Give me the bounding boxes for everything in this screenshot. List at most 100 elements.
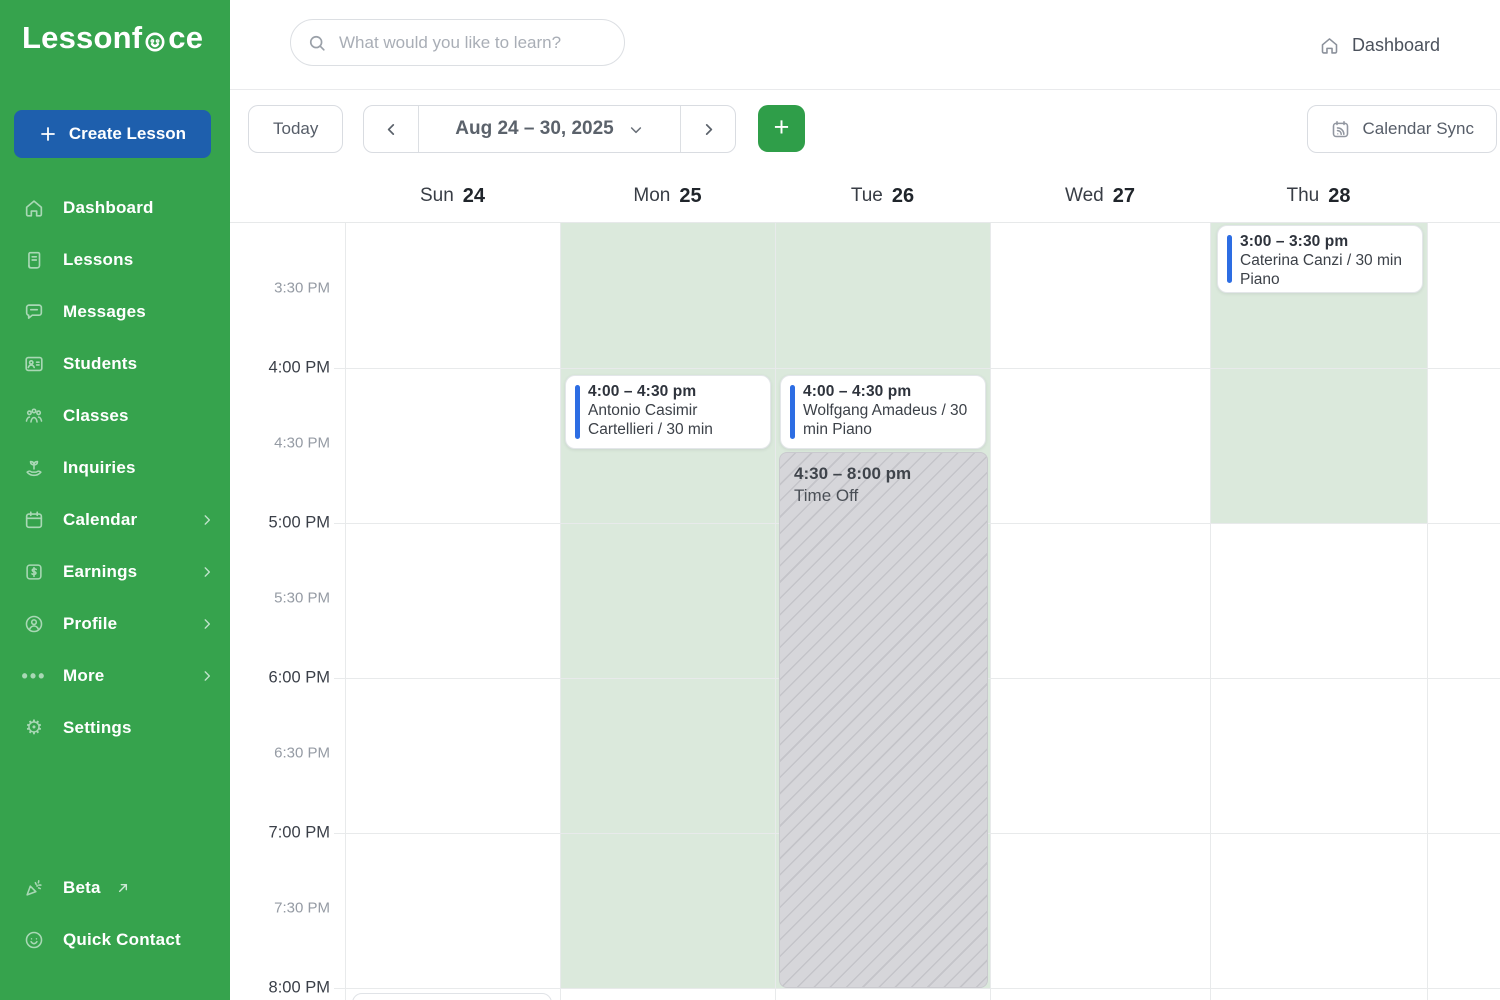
add-event-button[interactable]: + (758, 105, 805, 152)
dashboard-link[interactable]: Dashboard (1319, 0, 1440, 90)
profile-icon (22, 612, 46, 636)
sidebar-item-beta[interactable]: Beta (0, 862, 230, 914)
logo-text: Lessonf (22, 20, 143, 55)
day-header-tue: Tue 26 (850, 184, 915, 207)
event-card-antonio-casimir[interactable]: 4:00 – 4:30 pm Antonio Casimir Cartellie… (565, 375, 771, 449)
lessonface-logo: Lessonf ce (22, 20, 203, 56)
sidebar-item-dashboard[interactable]: Dashboard (0, 182, 230, 234)
grid-vline (345, 223, 346, 1000)
time-label: 5:30 PM (274, 589, 330, 607)
time-off-time: 4:30 – 8:00 pm (794, 464, 912, 483)
next-week-button[interactable] (680, 106, 735, 152)
sidebar-item-more[interactable]: ••• More (0, 650, 230, 702)
calendar-toolbar: Today Aug 24 – 30, 2025 + Calendar Sync (230, 90, 1500, 170)
day-header-row: Sun 24 Mon 25 Tue 26 Wed 27 Thu 28 (345, 170, 1500, 222)
create-lesson-label: Create Lesson (68, 124, 187, 143)
time-label: 6:30 PM (274, 744, 330, 762)
time-label: 4:00 PM (268, 358, 330, 377)
sidebar-nav: Dashboard Lessons Messages Students Clas… (0, 182, 230, 754)
prev-week-button[interactable] (364, 106, 419, 152)
sidebar-item-settings[interactable]: ⚙ Settings (0, 702, 230, 754)
time-label: 5:00 PM (268, 513, 330, 532)
sidebar-item-lessons[interactable]: Lessons (0, 234, 230, 286)
event-time: 3:00 – 3:30 pm (1240, 233, 1349, 250)
day-header-sun: Sun 24 (419, 184, 486, 207)
grid-hline (334, 988, 1500, 989)
event-card-partial[interactable] (352, 993, 552, 1000)
event-accent-bar (1227, 235, 1232, 283)
event-title: Antonio Casimir Cartellieri / 30 min (588, 402, 713, 438)
sidebar: Lessonf ce Create Lesson Dashboard Lesson… (0, 0, 230, 1000)
event-card-wolfgang-amadeus[interactable]: 4:00 – 4:30 pm Wolfgang Amadeus / 30 min… (780, 375, 986, 449)
time-label: 3:30 PM (274, 279, 330, 297)
date-range-dropdown[interactable]: Aug 24 – 30, 2025 (419, 106, 680, 152)
messages-icon (22, 300, 46, 324)
grid-vline (560, 223, 561, 1000)
time-label: 6:00 PM (268, 668, 330, 687)
date-navigator: Aug 24 – 30, 2025 (363, 105, 736, 153)
classes-icon (22, 404, 46, 428)
earnings-icon (22, 560, 46, 584)
sidebar-footer: Beta Quick Contact (0, 862, 230, 966)
chevron-right-icon (200, 565, 214, 579)
grid-hline (334, 368, 1500, 369)
event-title: Caterina Canzi / 30 min Piano (1240, 252, 1402, 288)
logo-face-icon (143, 29, 167, 53)
home-icon (22, 196, 46, 220)
chevron-right-icon (200, 617, 214, 631)
time-label: 7:00 PM (268, 823, 330, 842)
day-header-mon: Mon 25 (633, 184, 702, 207)
sidebar-item-profile[interactable]: Profile (0, 598, 230, 650)
search-box[interactable] (290, 19, 625, 66)
home-icon (1319, 35, 1340, 56)
sidebar-item-earnings[interactable]: Earnings (0, 546, 230, 598)
grid-vline (1427, 223, 1428, 1000)
calendar-grid[interactable]: 3:30 PM 4:00 PM 4:30 PM 5:00 PM 5:30 PM … (230, 222, 1500, 1000)
party-popper-icon (22, 876, 46, 900)
calendar-sync-icon (1330, 119, 1351, 140)
sidebar-item-classes[interactable]: Classes (0, 390, 230, 442)
chevron-right-icon (200, 669, 214, 683)
sidebar-item-calendar[interactable]: Calendar (0, 494, 230, 546)
chevron-down-icon (628, 122, 644, 138)
grid-vline (775, 223, 776, 1000)
availability-block-mon (560, 223, 775, 988)
grid-vline (1210, 223, 1211, 1000)
chevron-right-icon (200, 513, 214, 527)
sidebar-item-inquiries[interactable]: Inquiries (0, 442, 230, 494)
search-input[interactable] (339, 32, 608, 53)
gear-icon: ⚙ (25, 717, 43, 739)
logo-text-2: ce (168, 20, 204, 55)
event-accent-bar (790, 385, 795, 439)
calendar-sync-button[interactable]: Calendar Sync (1307, 105, 1497, 153)
event-accent-bar (575, 385, 580, 439)
event-title: Wolfgang Amadeus / 30 min Piano (803, 402, 968, 438)
sidebar-item-quick-contact[interactable]: Quick Contact (0, 914, 230, 966)
today-button[interactable]: Today (248, 105, 344, 153)
day-header-thu: Thu 28 (1286, 184, 1351, 207)
sidebar-item-students[interactable]: Students (0, 338, 230, 390)
smiley-icon (22, 928, 46, 952)
time-label: 8:00 PM (268, 978, 330, 997)
date-range-label: Aug 24 – 30, 2025 (455, 118, 614, 139)
create-lesson-button[interactable]: Create Lesson (14, 110, 211, 158)
ellipsis-icon: ••• (21, 665, 47, 686)
lessons-icon (22, 248, 46, 272)
plus-icon (39, 125, 57, 143)
grid-vline (990, 223, 991, 1000)
time-off-block[interactable]: 4:30 – 8:00 pm Time Off (779, 452, 988, 988)
inquiries-icon (22, 456, 46, 480)
students-icon (22, 352, 46, 376)
search-icon (307, 33, 327, 53)
event-time: 4:00 – 4:30 pm (803, 383, 912, 400)
time-label: 4:30 PM (274, 434, 330, 452)
calendar-icon (22, 508, 46, 532)
event-card-caterina-canzi[interactable]: 3:00 – 3:30 pm Caterina Canzi / 30 min P… (1217, 225, 1423, 293)
sidebar-item-messages[interactable]: Messages (0, 286, 230, 338)
day-header-wed: Wed 27 (1065, 184, 1135, 207)
calendar-sync-label: Calendar Sync (1362, 119, 1474, 138)
event-time: 4:00 – 4:30 pm (588, 383, 697, 400)
dashboard-link-label: Dashboard (1351, 34, 1440, 55)
top-bar: Dashboard (230, 0, 1500, 90)
